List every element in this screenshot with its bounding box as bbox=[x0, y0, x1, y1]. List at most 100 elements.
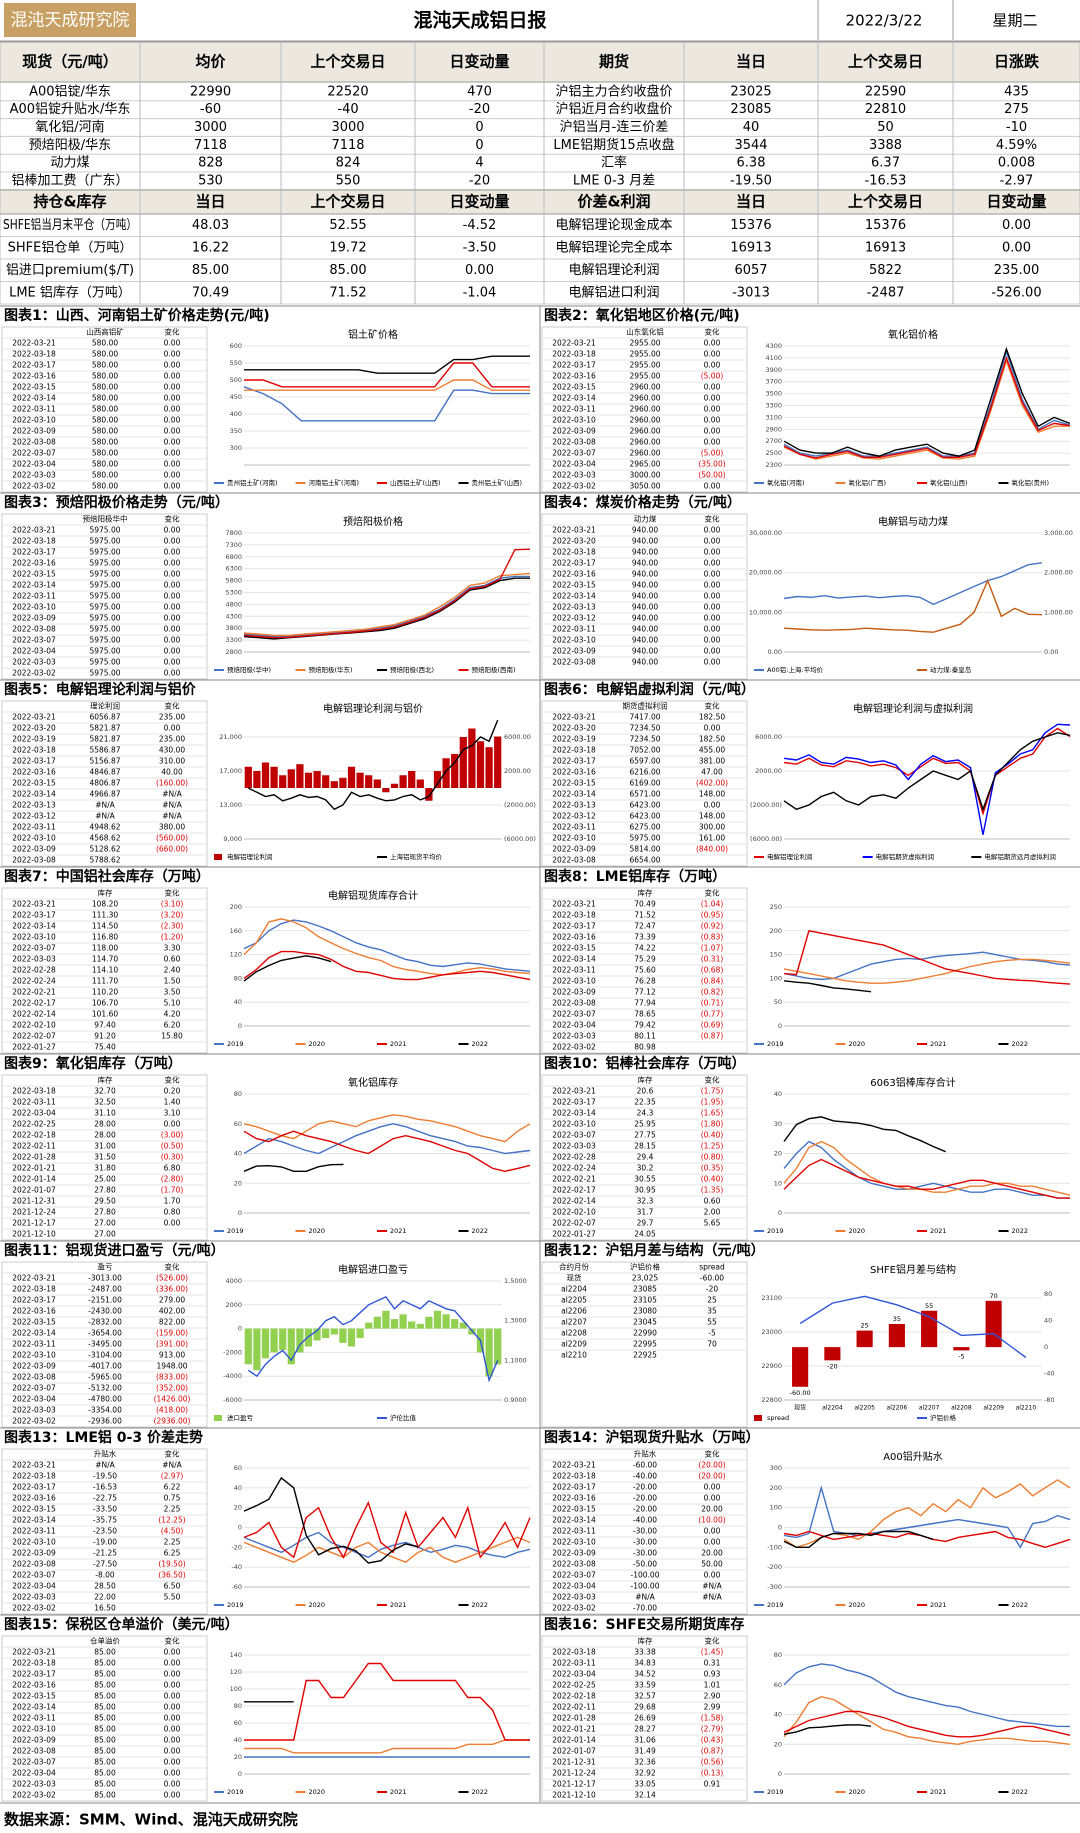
table-cell: 2022-03-03 bbox=[552, 471, 596, 480]
table-cell: 5975.00 bbox=[89, 647, 120, 656]
table-cell: (833.00) bbox=[156, 1373, 188, 1382]
table-cell: 2022-02-17 bbox=[552, 1186, 596, 1195]
bar bbox=[261, 1328, 270, 1359]
y-tick-label: 60 bbox=[774, 1681, 782, 1689]
table-cell: 2022-03-13 bbox=[552, 801, 596, 810]
table-cell: 78.65 bbox=[634, 1010, 656, 1019]
table-cell: 2022-03-16 bbox=[552, 933, 596, 942]
table-cell: 0.00 bbox=[164, 625, 181, 634]
series-line bbox=[243, 1476, 419, 1564]
y-tick-label: 23000 bbox=[761, 1328, 782, 1336]
table-cell: 0.00 bbox=[164, 471, 181, 480]
bar bbox=[792, 1347, 809, 1387]
table-cell: 77.12 bbox=[634, 988, 656, 997]
panel-title: 图表2：氧化铝地区价格(元/吨) bbox=[544, 307, 740, 324]
panel-title: 图表15：保税区仓单溢价（美元/吨） bbox=[4, 1616, 239, 1633]
table-cell: 2022-02-24 bbox=[12, 977, 56, 986]
table-cell: 预焙阳极/华东 bbox=[29, 138, 111, 153]
table-cell: 0.00 bbox=[704, 1571, 721, 1580]
table-cell: 111.70 bbox=[92, 977, 118, 986]
x-tick-label: al2207 bbox=[919, 1405, 940, 1412]
table-cell: 0.00 bbox=[704, 383, 721, 392]
table-cell: 0.00 bbox=[704, 1538, 721, 1547]
table-cell: 182.50 bbox=[699, 735, 725, 744]
table-cell: 0.00 bbox=[164, 658, 181, 667]
table-cell: 电解铝理论完全成本 bbox=[555, 239, 672, 255]
table-cell: 1.70 bbox=[164, 1197, 181, 1206]
table-cell: 2022-03-15 bbox=[552, 581, 596, 590]
table-cell: -2430.00 bbox=[88, 1307, 122, 1316]
series-line bbox=[243, 1123, 531, 1155]
table-frame bbox=[1, 700, 208, 867]
bar bbox=[270, 1328, 278, 1353]
table-cell: #N/A bbox=[702, 1582, 722, 1591]
table-cell: 2022-03-08 bbox=[552, 658, 596, 667]
legend-swatch bbox=[214, 1415, 222, 1421]
table-cell: #N/A bbox=[162, 812, 182, 821]
y-tick-label: 20 bbox=[234, 1753, 242, 1761]
table-cell: 235.00 bbox=[159, 713, 185, 722]
table-cell: 2022-03-04 bbox=[12, 1395, 56, 1404]
y-tick-label: 100 bbox=[770, 1504, 782, 1512]
table-header: 均价 bbox=[195, 53, 226, 71]
table-cell: -3013 bbox=[732, 285, 770, 300]
y-tick-label: -200 bbox=[767, 1563, 782, 1571]
table-cell: 2022-03-14 bbox=[12, 394, 56, 403]
legend-swatch bbox=[754, 1415, 762, 1421]
y-tick-label: 6800 bbox=[225, 553, 242, 561]
bar bbox=[494, 1328, 502, 1365]
table-cell: 2955.00 bbox=[629, 361, 660, 370]
legend-label: 动力煤:秦皇岛 bbox=[930, 665, 971, 674]
table-cell: 2022-03-14 bbox=[12, 1329, 56, 1338]
table-cell: 6.80 bbox=[164, 1164, 181, 1173]
legend-label: 电解铝期货虚拟利润 bbox=[876, 852, 935, 861]
table-cell: 2022-01-28 bbox=[12, 1153, 56, 1162]
y-tick-label: 20 bbox=[774, 1150, 782, 1158]
table-cell: 161.00 bbox=[699, 834, 725, 843]
table-cell: (2.97) bbox=[161, 1472, 184, 1481]
table-cell: 2965.00 bbox=[629, 460, 660, 469]
table-cell: 4966.87 bbox=[89, 790, 120, 799]
table-header: 期货 bbox=[599, 53, 629, 71]
table-cell: 2022-03-04 bbox=[12, 460, 56, 469]
table-cell: 32.92 bbox=[634, 1769, 656, 1778]
table-cell: 0.00 bbox=[164, 570, 181, 579]
panel-title: 图表13：LME铝 0-3 价差走势 bbox=[4, 1429, 203, 1446]
table-cell: (0.95) bbox=[701, 911, 724, 920]
table-cell: LME 0-3 月差 bbox=[573, 173, 655, 188]
bar bbox=[416, 779, 424, 788]
panel-title: 图表5：电解铝理论利润与铝价 bbox=[4, 681, 197, 698]
table-cell: (5.00) bbox=[701, 372, 724, 381]
table-cell: 85.00 bbox=[94, 1648, 116, 1657]
bar bbox=[253, 1328, 261, 1371]
series-line bbox=[244, 379, 530, 391]
y-tick-label: (6000.00) bbox=[504, 835, 536, 843]
table-frame bbox=[1, 1074, 208, 1241]
table-cell: (0.35) bbox=[701, 1164, 724, 1173]
legend-label: 2019 bbox=[227, 1788, 244, 1796]
y-tick-label: 40 bbox=[774, 1090, 782, 1098]
table-cell: 110.20 bbox=[92, 988, 118, 997]
y-tick-label: 0.9000 bbox=[504, 1396, 527, 1404]
table-cell: 2022-03-16 bbox=[552, 1494, 596, 1503]
table-cell: 5.50 bbox=[164, 1593, 181, 1602]
table-cell: (10.00) bbox=[698, 1516, 725, 1525]
table-cell: A00铝锭升贴水/华东 bbox=[10, 102, 131, 117]
panel-title: 图表7：中国铝社会库存（万吨） bbox=[4, 868, 210, 885]
legend-label: 2020 bbox=[309, 1227, 326, 1235]
table-frame bbox=[541, 1261, 748, 1428]
table-cell: 2022-01-14 bbox=[552, 1736, 596, 1745]
table-cell: 2022-03-18 bbox=[12, 1659, 56, 1668]
table-cell: 2022-03-17 bbox=[12, 757, 56, 766]
table-cell: 2022-03-08 bbox=[552, 1560, 596, 1569]
table-cell: #N/A bbox=[95, 812, 115, 821]
table-cell: -5 bbox=[708, 1329, 716, 1338]
column-header: 预焙阳极华中 bbox=[83, 514, 128, 524]
table-cell: 85.00 bbox=[192, 263, 229, 278]
bar bbox=[442, 758, 450, 788]
y-tick-label: 60 bbox=[234, 1464, 242, 1472]
table-cell: 20.6 bbox=[637, 1087, 654, 1096]
legend-label: 2021 bbox=[390, 1040, 407, 1048]
column-header: 库存 bbox=[98, 888, 113, 898]
bar bbox=[953, 1347, 970, 1351]
